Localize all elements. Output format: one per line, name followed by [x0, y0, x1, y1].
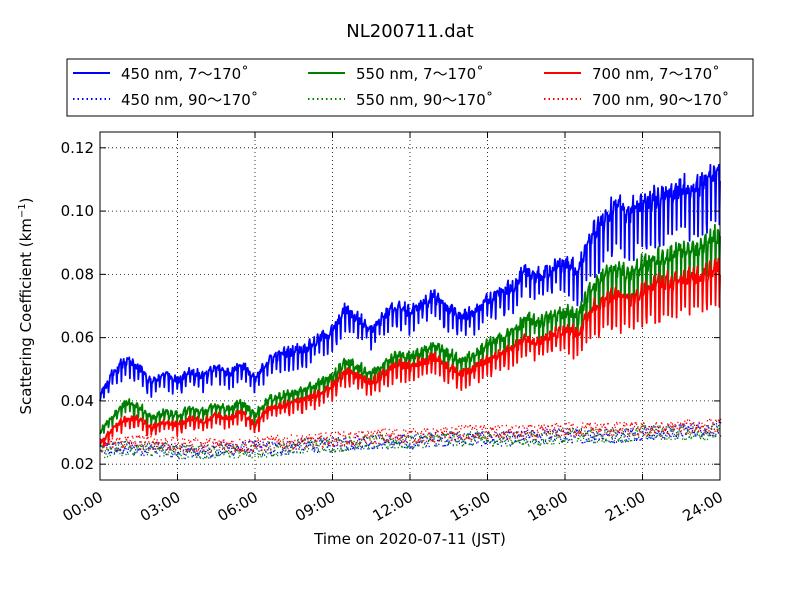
x-tick-label: 21:00: [602, 488, 648, 525]
legend-label-0: 450 nm, 7～170˚: [121, 65, 249, 83]
chart-title: NL200711.dat: [346, 21, 473, 42]
x-tick-label: 15:00: [447, 488, 493, 525]
y-tick-label: 0.04: [61, 392, 94, 410]
series-5: [100, 418, 722, 453]
series-layer: [99, 163, 722, 460]
y-tick-label: 0.12: [61, 139, 94, 157]
series-0: [99, 163, 721, 402]
legend-label-2: 700 nm, 7～170˚: [592, 65, 720, 83]
grid: [99, 132, 721, 480]
legend-label-3: 450 nm, 90～170˚: [121, 91, 258, 109]
y-axis-label-close: ): [17, 197, 35, 203]
series-dots-5: [100, 418, 722, 453]
y-tick-label: 0.08: [61, 265, 94, 283]
x-axis-label: Time on 2020-07-11 (JST): [313, 530, 506, 548]
y-axis-label-superscript: −1: [17, 203, 28, 218]
series-line-2: [99, 257, 721, 448]
series-line-0: [99, 163, 721, 402]
series-1: [99, 223, 721, 435]
legend-label-1: 550 nm, 7～170˚: [356, 65, 484, 83]
y-tick-label: 0.06: [61, 329, 94, 347]
y-tick-label: 0.10: [61, 202, 94, 220]
x-tick-label: 24:00: [680, 488, 726, 525]
series-dots-4: [100, 424, 722, 460]
legend: 450 nm, 7～170˚ 550 nm, 7～170˚ 700 nm, 7～17…: [66, 58, 754, 117]
legend-frame: [66, 58, 754, 117]
y-axis-label: Scattering Coefficient (km−1): [17, 197, 35, 414]
series-2: [99, 257, 721, 448]
y-axis-label-main: Scattering Coefficient (km: [17, 218, 35, 414]
x-tick-label: 00:00: [60, 488, 106, 525]
x-axis: 00:00 03:00 06:00 09:00 12:00 15:00 18:00 21:00…: [60, 132, 726, 525]
x-tick-label: 12:00: [370, 488, 416, 525]
x-tick-label: 09:00: [292, 488, 338, 525]
legend-label-4: 550 nm, 90～170˚: [356, 91, 493, 109]
x-tick-label: 06:00: [215, 488, 261, 525]
x-tick-label: 03:00: [137, 488, 183, 525]
series-line-1: [99, 223, 721, 435]
y-axis: 0.02 0.04 0.06 0.08 0.10 0.12: [61, 139, 720, 473]
series-4: [100, 424, 722, 460]
y-tick-label: 0.02: [61, 455, 94, 473]
legend-label-5: 700 nm, 90～170˚: [592, 91, 729, 109]
x-tick-label: 18:00: [525, 488, 571, 525]
